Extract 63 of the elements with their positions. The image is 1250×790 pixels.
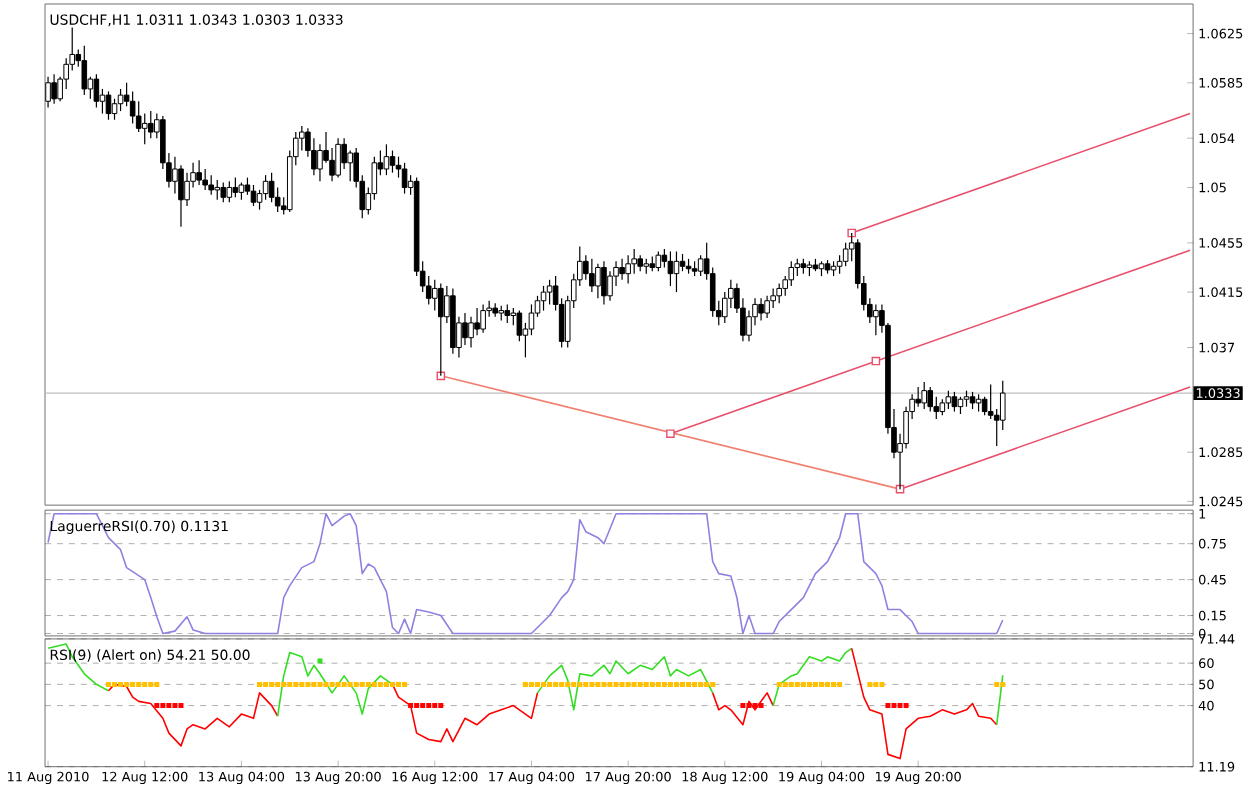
candlestick: [776, 282, 782, 304]
candlestick: [250, 184, 257, 207]
candlestick: [389, 149, 396, 173]
candlestick: [431, 278, 438, 311]
candlestick: [214, 179, 221, 201]
candlestick: [601, 260, 607, 305]
line-series: [107, 683, 279, 747]
candlestick: [540, 285, 547, 311]
candlestick: [951, 390, 958, 412]
candlestick: [105, 90, 112, 121]
candlestick: [480, 303, 486, 334]
candlestick: [208, 174, 214, 196]
candlestick: [232, 176, 239, 198]
candlestick: [196, 159, 202, 186]
candlestick: [45, 75, 51, 108]
line-series: [536, 655, 714, 711]
candlestick: [172, 155, 178, 194]
candlestick: [401, 161, 408, 194]
candlestick: [141, 112, 148, 145]
candlestick: [589, 257, 595, 293]
candlestick: [945, 389, 952, 410]
candlestick: [383, 143, 390, 176]
candlestick: [764, 294, 770, 319]
candlestick: [619, 257, 625, 281]
candlestick: [595, 262, 601, 299]
candlestick: [625, 254, 631, 284]
candlestick: [226, 180, 233, 203]
candlestick: [335, 137, 341, 178]
candlestick: [504, 303, 511, 324]
candlestick: [474, 307, 480, 336]
candlestick: [927, 386, 934, 412]
candlestick: [117, 88, 124, 112]
candlestick: [842, 241, 849, 267]
candlestick: [667, 250, 674, 287]
candlestick: [438, 282, 444, 377]
line-series: [711, 691, 774, 726]
candlestick: [655, 250, 662, 272]
candlestick: [873, 303, 879, 336]
line-series: [850, 647, 998, 760]
candlestick: [111, 97, 118, 121]
candlestick: [220, 181, 227, 203]
candlestick: [147, 110, 154, 139]
candlestick: [129, 90, 136, 124]
point: [666, 429, 675, 438]
candlestick: [697, 254, 704, 277]
candlestick: [81, 44, 88, 96]
candlestick: [468, 315, 474, 348]
candlestick: [178, 164, 184, 228]
candlestick: [933, 395, 940, 420]
candlestick: [93, 73, 100, 108]
point: [847, 228, 856, 237]
candlestick: [921, 381, 927, 410]
candlestick: [546, 278, 553, 305]
candlestick: [758, 297, 764, 321]
line-series: [772, 647, 853, 707]
candlestick: [202, 168, 208, 191]
candlestick: [915, 386, 921, 407]
line-series: [47, 512, 1004, 635]
candlestick: [462, 312, 468, 346]
candlestick: [184, 171, 190, 207]
line-series: [276, 651, 394, 717]
candlestick: [347, 149, 353, 182]
candlestick: [51, 73, 57, 105]
